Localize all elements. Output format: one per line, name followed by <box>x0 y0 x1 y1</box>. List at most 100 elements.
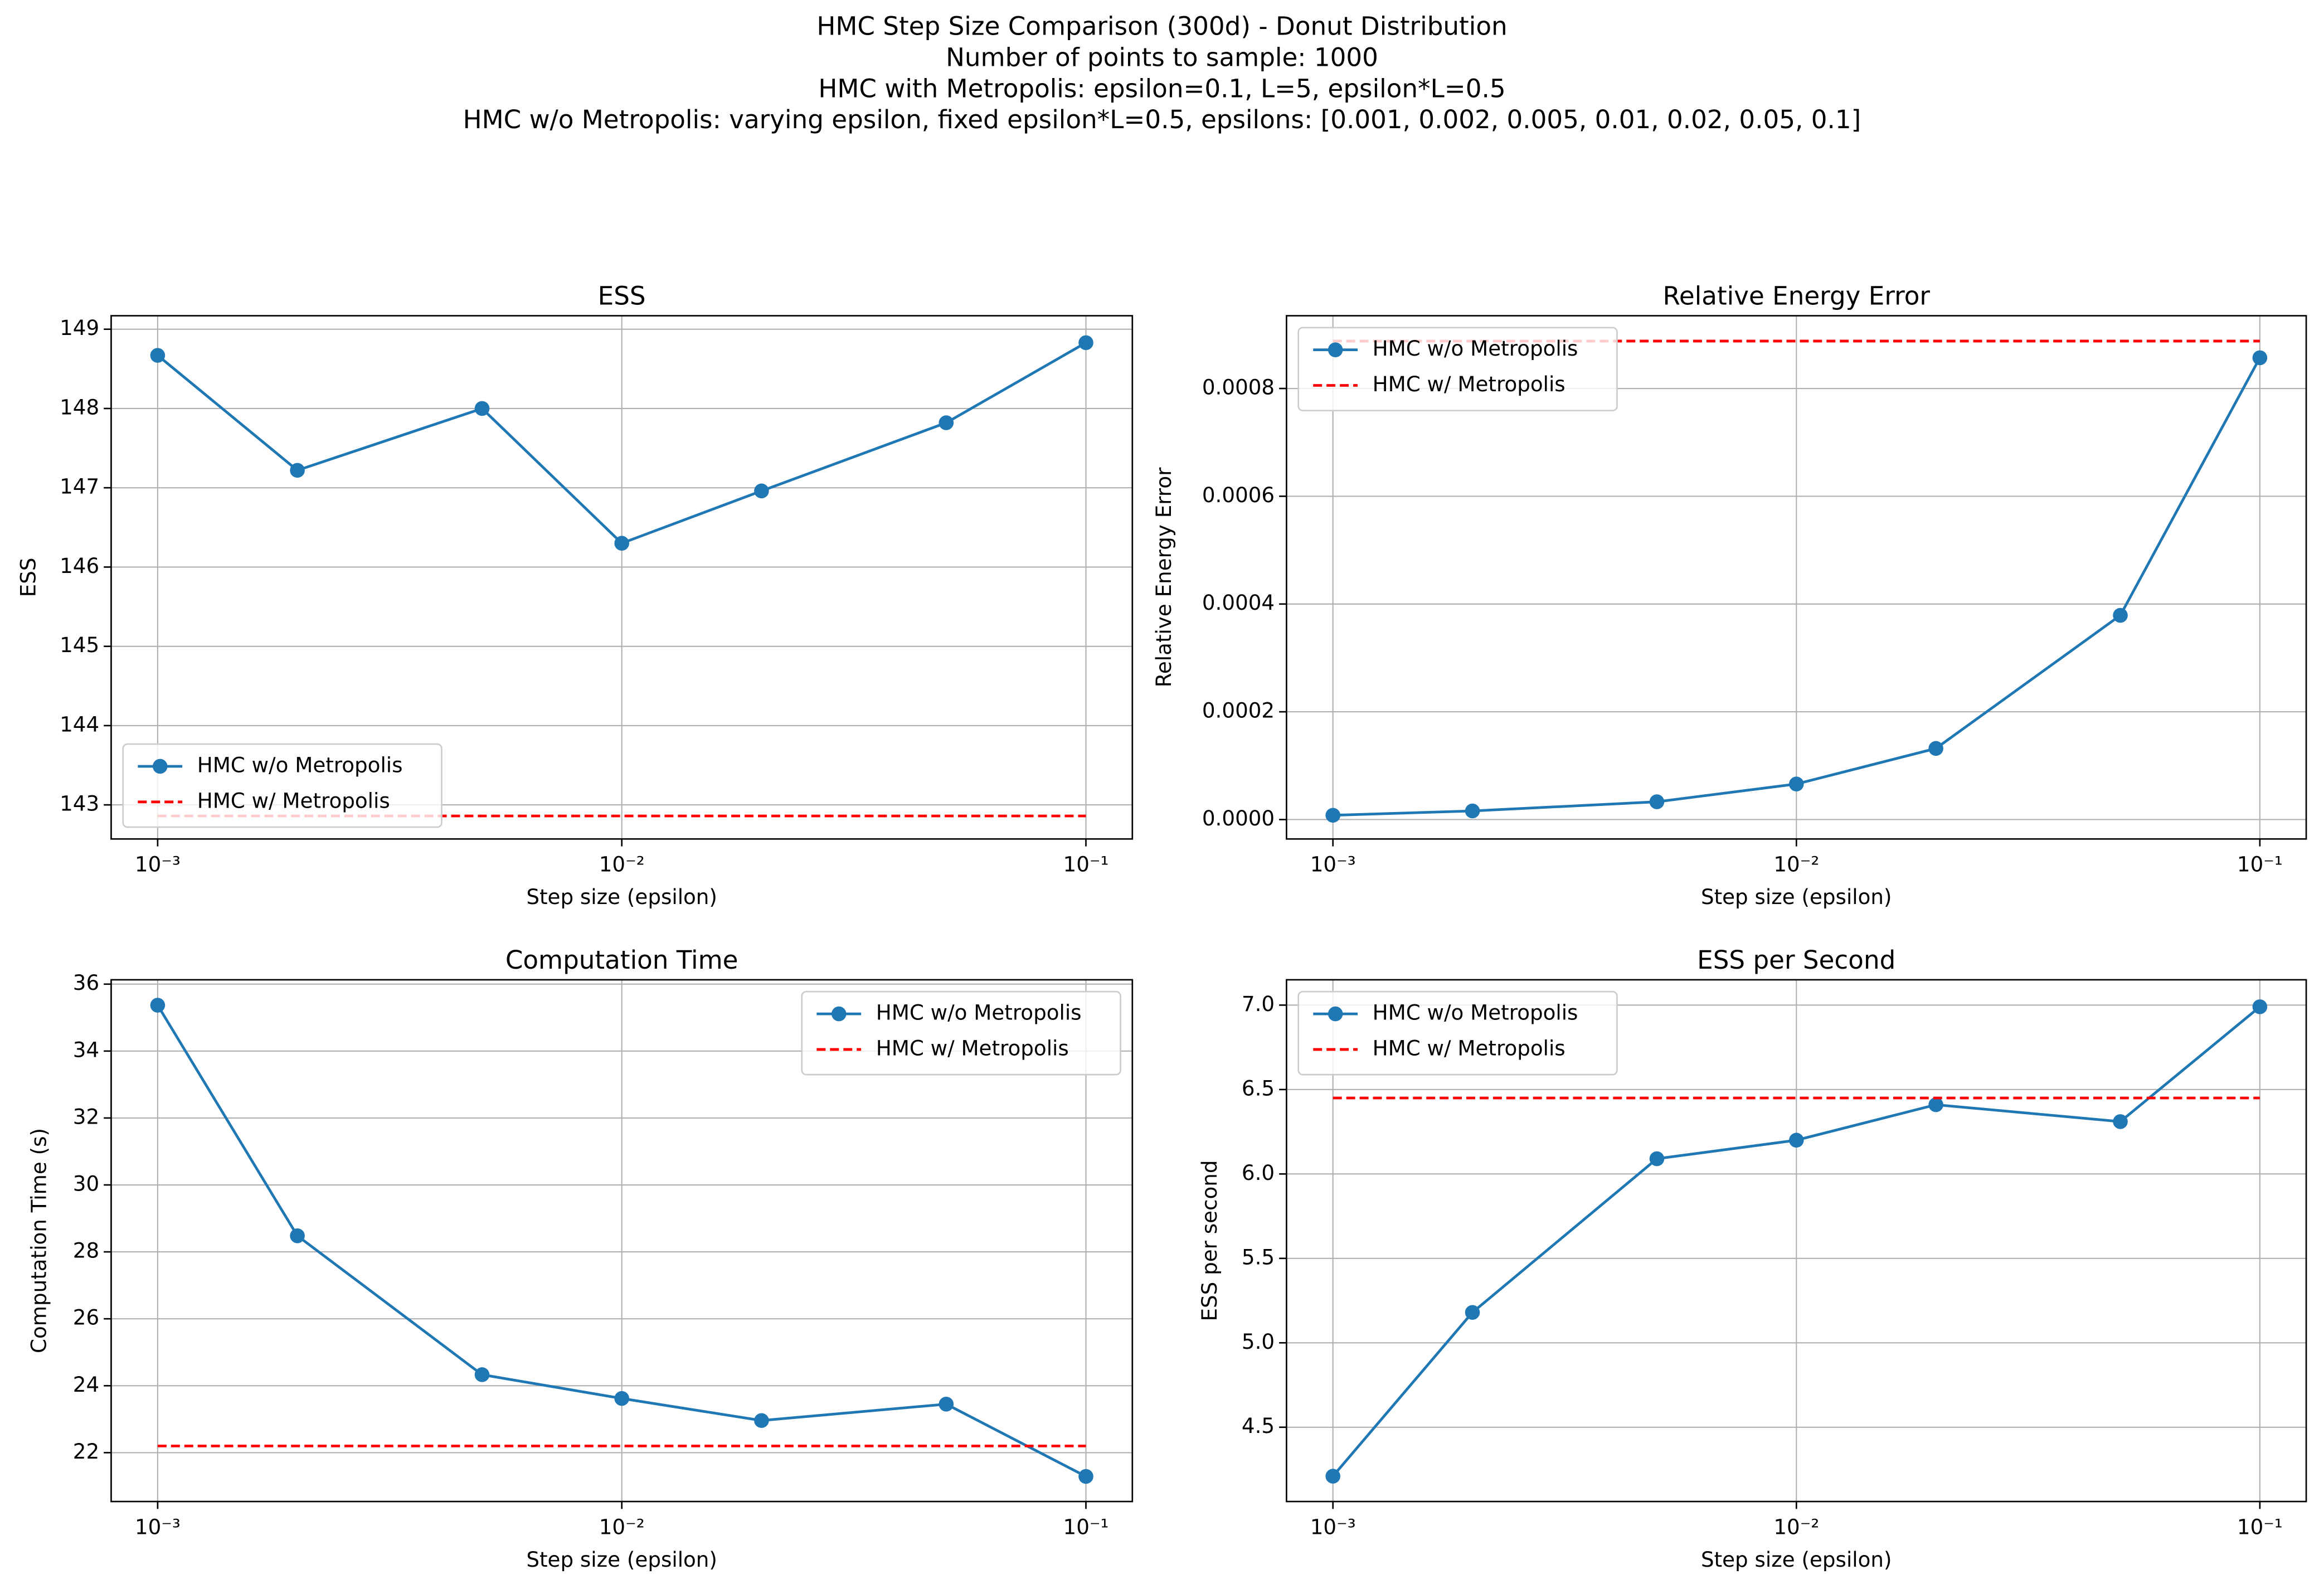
y-tick-label: 146 <box>60 553 99 578</box>
legend-marker <box>831 1006 847 1022</box>
data-point <box>474 1367 490 1382</box>
data-point <box>1789 776 1804 791</box>
x-tick-label: 10⁻³ <box>135 1514 181 1539</box>
data-point <box>1078 1469 1093 1484</box>
x-axis-label: Step size (epsilon) <box>526 1547 717 1572</box>
subplot: 10⁻³ 10⁻² 10⁻¹ 0.0000 0.0002 0.0004 0.0006 0.00… <box>1151 281 2307 909</box>
legend-marker <box>1328 1006 1343 1022</box>
y-axis-label: Relative Energy Error <box>1151 467 1176 687</box>
legend: HMC w/o Metropolis HMC w/ Metropolis <box>1297 327 1618 412</box>
legend-label: HMC w/ Metropolis <box>197 788 390 813</box>
axes-frame <box>110 315 1134 840</box>
subplot-title: Computation Time <box>505 945 738 975</box>
x-tick-label: 10⁻² <box>1773 1514 1819 1539</box>
data-point <box>1078 335 1093 351</box>
x-tick-label: 10⁻² <box>1773 852 1819 877</box>
legend-box <box>122 743 443 828</box>
legend-box <box>801 990 1121 1076</box>
x-tick-label: 10⁻³ <box>135 852 181 877</box>
data-point <box>939 1397 954 1412</box>
y-tick-label: 24 <box>73 1372 99 1397</box>
legend-box <box>1297 327 1618 412</box>
data-point <box>2113 1114 2128 1129</box>
y-tick-label: 34 <box>73 1037 99 1062</box>
y-tick-label: 22 <box>73 1439 99 1464</box>
legend: HMC w/o Metropolis HMC w/ Metropolis <box>122 743 443 828</box>
y-axis-label: ESS <box>16 558 41 597</box>
y-tick-label: 145 <box>60 633 99 657</box>
x-tick-label: 10⁻¹ <box>2237 852 2283 877</box>
data-point <box>939 415 954 430</box>
y-tick-label: 36 <box>73 970 99 995</box>
y-tick-label: 144 <box>60 712 99 736</box>
data-point <box>1325 1469 1340 1484</box>
y-tick-label: 0.0006 <box>1202 483 1275 507</box>
y-tick-label: 0.0004 <box>1202 590 1275 615</box>
data-point <box>1325 808 1340 823</box>
y-tick-label: 32 <box>73 1104 99 1129</box>
axes-frame <box>1286 979 2307 1503</box>
legend-label: HMC w/o Metropolis <box>876 1000 1082 1025</box>
x-axis-label: Step size (epsilon) <box>526 885 717 909</box>
x-tick-label: 10⁻³ <box>1310 1514 1356 1539</box>
data-point <box>614 1391 629 1406</box>
x-tick-label: 10⁻² <box>599 1514 645 1539</box>
y-tick-label: 0.0008 <box>1202 375 1275 400</box>
y-tick-label: 30 <box>73 1172 99 1196</box>
y-tick-label: 147 <box>60 474 99 499</box>
legend-box <box>1297 990 1618 1076</box>
y-tick-label: 28 <box>73 1238 99 1263</box>
x-tick-label: 10⁻² <box>599 852 645 877</box>
y-tick-label: 0.0000 <box>1202 806 1275 830</box>
data-point <box>1649 1151 1665 1167</box>
legend-marker <box>1328 342 1343 357</box>
y-axis-label: Computation Time (s) <box>26 1128 51 1353</box>
data-point <box>150 998 166 1013</box>
y-axis-label: ESS per second <box>1197 1160 1222 1321</box>
x-tick-label: 10⁻¹ <box>1063 1514 1109 1539</box>
suptitle: Number of points to sample: 1000 <box>946 42 1378 72</box>
y-tick-label: 4.5 <box>1242 1413 1275 1438</box>
subplot-title: Relative Energy Error <box>1663 281 1931 311</box>
y-tick-label: 6.0 <box>1242 1160 1275 1185</box>
legend-marker <box>152 759 168 774</box>
data-point <box>1465 1305 1480 1320</box>
x-tick-label: 10⁻¹ <box>2237 1514 2283 1539</box>
legend-label: HMC w/o Metropolis <box>197 752 403 777</box>
y-tick-label: 26 <box>73 1305 99 1330</box>
legend-label: HMC w/o Metropolis <box>1373 1000 1578 1025</box>
legend: HMC w/o Metropolis HMC w/ Metropolis <box>1297 990 1618 1076</box>
y-tick-label: 149 <box>60 315 99 340</box>
subplot-title: ESS <box>598 281 646 311</box>
data-point <box>2113 608 2128 623</box>
x-axis-label: Step size (epsilon) <box>1701 885 1892 909</box>
x-axis-label: Step size (epsilon) <box>1701 1547 1892 1572</box>
data-point <box>1928 1097 1943 1112</box>
data-point <box>614 536 629 551</box>
data-point <box>754 1413 769 1428</box>
data-point <box>150 348 166 363</box>
data-point <box>754 483 769 499</box>
data-point <box>1789 1133 1804 1148</box>
data-point <box>1928 741 1943 756</box>
legend-label: HMC w/ Metropolis <box>1373 372 1565 396</box>
data-point <box>290 1228 305 1243</box>
y-tick-label: 148 <box>60 395 99 419</box>
legend-label: HMC w/ Metropolis <box>1373 1036 1565 1060</box>
y-tick-label: 7.0 <box>1242 992 1275 1016</box>
y-tick-label: 5.0 <box>1242 1329 1275 1354</box>
axes-frame <box>1286 315 2307 840</box>
data-point <box>2252 999 2268 1014</box>
y-tick-label: 5.5 <box>1242 1245 1275 1269</box>
x-tick-label: 10⁻¹ <box>1063 852 1109 877</box>
suptitle: HMC w/o Metropolis: varying epsilon, fix… <box>463 105 1861 134</box>
data-point <box>2252 350 2268 366</box>
suptitle: HMC Step Size Comparison (300d) - Donut … <box>816 12 1507 41</box>
legend: HMC w/o Metropolis HMC w/ Metropolis <box>801 990 1121 1076</box>
legend-label: HMC w/ Metropolis <box>876 1036 1069 1060</box>
subplot-title: ESS per Second <box>1697 945 1895 975</box>
axes-frame <box>110 979 1134 1503</box>
x-tick-label: 10⁻³ <box>1310 852 1356 877</box>
